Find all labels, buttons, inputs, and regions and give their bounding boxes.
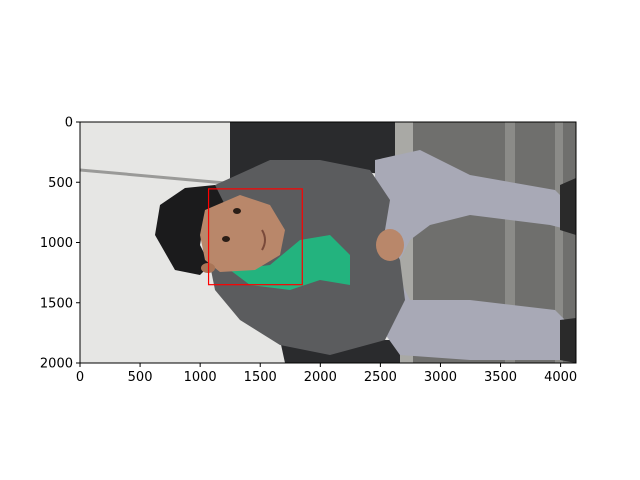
photo	[80, 122, 576, 363]
railing	[80, 168, 226, 185]
y-tick-label: 500	[48, 176, 73, 191]
x-tick-label: 1000	[184, 370, 217, 385]
x-tick-label: 4000	[544, 370, 577, 385]
pants	[375, 150, 575, 360]
y-tick-label: 1000	[40, 236, 73, 251]
y-tick-label: 0	[65, 116, 73, 131]
face	[200, 195, 285, 272]
x-tick-label: 1500	[244, 370, 277, 385]
y-axis-ticks: 0 500 1000 1500 2000	[40, 116, 80, 372]
x-tick-label: 3000	[424, 370, 457, 385]
x-tick-label: 500	[128, 370, 153, 385]
x-tick-label: 0	[76, 370, 84, 385]
shoe	[560, 178, 576, 235]
x-tick-label: 2500	[364, 370, 397, 385]
mouth	[261, 229, 266, 251]
shoe	[560, 318, 576, 363]
y-tick-label: 1500	[40, 296, 73, 311]
detection-bounding-box	[207, 188, 303, 286]
scarf	[230, 235, 350, 290]
backpack	[230, 122, 395, 195]
y-tick-label: 2000	[40, 357, 73, 372]
x-tick-label: 2000	[304, 370, 337, 385]
eye	[233, 208, 241, 214]
hand	[376, 229, 404, 261]
hair	[155, 185, 225, 275]
eye	[222, 236, 230, 242]
x-tick-label: 3500	[484, 370, 517, 385]
step-edge	[505, 122, 515, 363]
step-edge	[555, 122, 563, 363]
x-axis-ticks: 0 500 1000 1500 2000 2500 3000 3500 4000	[76, 363, 577, 385]
